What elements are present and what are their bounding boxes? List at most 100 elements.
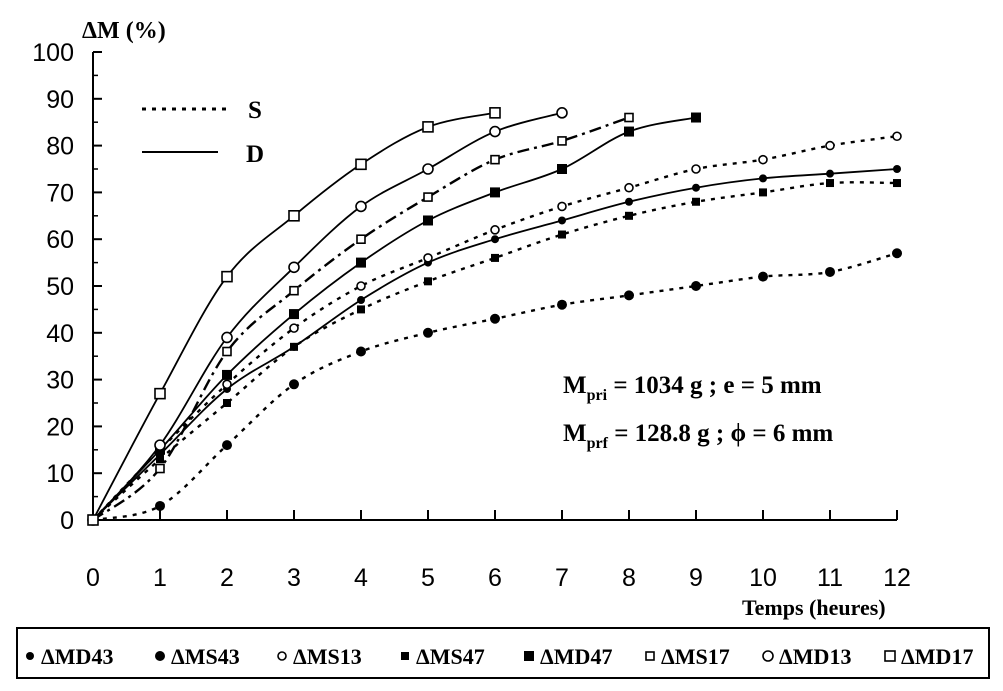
legend-marker-delta-ms43 [155,651,165,661]
data-point-delta-md17 [154,387,166,400]
legend-label-delta-md13: ΔMD13 [779,644,851,669]
markers [87,107,902,526]
data-point-delta-ms13 [490,225,500,235]
y-tick-label: 70 [46,179,74,207]
data-point-delta-md47 [557,164,567,174]
data-point-delta-ms47 [826,179,834,188]
x-tick-label: 7 [555,564,569,592]
data-point-delta-md43 [826,169,834,178]
data-point-delta-md13 [154,439,166,451]
data-point-delta-md17 [221,270,233,283]
data-point-delta-md17 [489,107,501,119]
x-tick-label: 1 [153,564,167,592]
data-point-delta-ms13 [825,140,835,151]
annotation-1-rest: = 1034 g ; e = 5 mm [607,372,822,399]
annotation-mass-thickness: Mpri = 1034 g ; e = 5 mm [563,372,822,404]
data-point-delta-ms47 [357,305,365,314]
data-point-delta-ms17 [490,154,500,165]
y-tick-label: 30 [46,367,74,395]
y-tick-label: 10 [46,460,74,488]
data-point-delta-ms47 [290,342,298,351]
legend-label-delta-ms43: ΔMS43 [171,644,240,669]
data-point-delta-md43 [692,183,700,192]
data-point-delta-ms17 [423,192,433,202]
y-axis-title: ΔM (%) [82,18,166,44]
y-tick-label: 100 [32,39,74,67]
legend: ΔMD43 ΔMS43 ΔMS13 ΔMS47 ΔMD47 ΔMS17 ΔMD13 ΔMD17 [26,644,973,669]
annotation-2-rest: = 128.8 g ; ϕ = 6 mm [608,420,833,447]
annotation-1-sub: pri [587,387,608,404]
data-point-delta-md17 [355,158,367,171]
x-tick-label: 12 [883,564,911,592]
x-tick-label: 5 [421,564,435,592]
legend-label-delta-md17: ΔMD17 [901,644,973,669]
data-point-delta-md43 [759,174,767,183]
data-point-delta-md13 [556,107,568,119]
data-point-delta-ms43 [758,271,768,282]
data-point-delta-ms43 [356,346,366,357]
y-tick-label: 60 [46,226,74,254]
y-tick-label: 90 [46,86,74,114]
data-point-delta-md47 [490,187,500,198]
data-point-delta-md47 [356,257,366,268]
legend-label-delta-md43: ΔMD43 [41,644,113,669]
data-point-delta-md43 [893,165,901,173]
data-point-delta-ms47 [625,211,633,220]
data-point-delta-md43 [491,235,499,244]
series-line-delta-md47 [92,116,697,521]
x-tick-label: 4 [354,564,368,592]
data-point-delta-ms13 [423,253,433,263]
legend-marker-delta-ms17 [645,651,655,661]
series-line-delta-md43 [92,168,898,521]
data-point-delta-ms13 [892,131,902,142]
annotation-2-sub: prf [587,435,609,452]
data-point-delta-ms17 [557,136,567,146]
legend-label-delta-ms47: ΔMS47 [416,644,485,669]
data-point-delta-ms43 [155,500,165,511]
data-point-delta-ms43 [892,248,902,259]
data-point-delta-ms17 [289,285,299,296]
style-legend: S D [142,97,264,168]
data-point-delta-ms17 [624,112,634,123]
x-tick-label: 10 [749,564,777,592]
data-point-delta-md47 [222,369,232,380]
data-point-delta-ms43 [825,266,835,277]
data-point-delta-md43 [558,216,566,225]
series-line-delta-ms17 [92,116,630,521]
data-point-delta-md43 [357,296,365,305]
style-legend-s-label: S [248,97,262,124]
data-point-delta-ms43 [691,281,701,291]
data-point-delta-ms47 [223,399,231,407]
data-point-delta-ms43 [490,313,500,324]
legend-marker-delta-ms47 [401,652,409,660]
data-point-delta-ms47 [893,179,901,188]
data-point-delta-ms47 [491,253,499,262]
legend-label-delta-ms17: ΔMS17 [661,644,730,669]
data-point-delta-ms43 [423,327,433,338]
data-point-delta-ms43 [289,379,299,390]
data-point-delta-md47 [423,215,433,226]
data-point-delta-md13 [288,261,300,274]
y-tick-label: 40 [46,320,74,348]
legend-marker-delta-md47 [524,651,534,661]
data-point-delta-md17 [87,514,99,526]
data-point-delta-ms13 [222,379,232,390]
x-tick-label: 9 [689,564,703,592]
y-tick-label: 80 [46,133,74,161]
x-axis-title: Temps (heures) [742,595,886,620]
style-legend-d-label: D [246,141,264,168]
data-point-delta-md47 [624,126,634,137]
x-tick-label: 2 [220,564,234,592]
data-point-delta-md13 [422,163,434,175]
data-point-delta-ms43 [624,290,634,301]
data-point-delta-ms17 [155,463,165,474]
legend-marker-delta-md17 [884,650,896,662]
data-point-delta-ms47 [759,188,767,197]
data-point-delta-md13 [355,200,367,213]
legend-label-delta-ms13: ΔMS13 [293,644,362,669]
data-point-delta-ms13 [624,182,634,193]
data-point-delta-ms43 [557,299,567,310]
data-point-delta-md47 [289,309,299,320]
data-point-delta-ms43 [222,440,232,451]
